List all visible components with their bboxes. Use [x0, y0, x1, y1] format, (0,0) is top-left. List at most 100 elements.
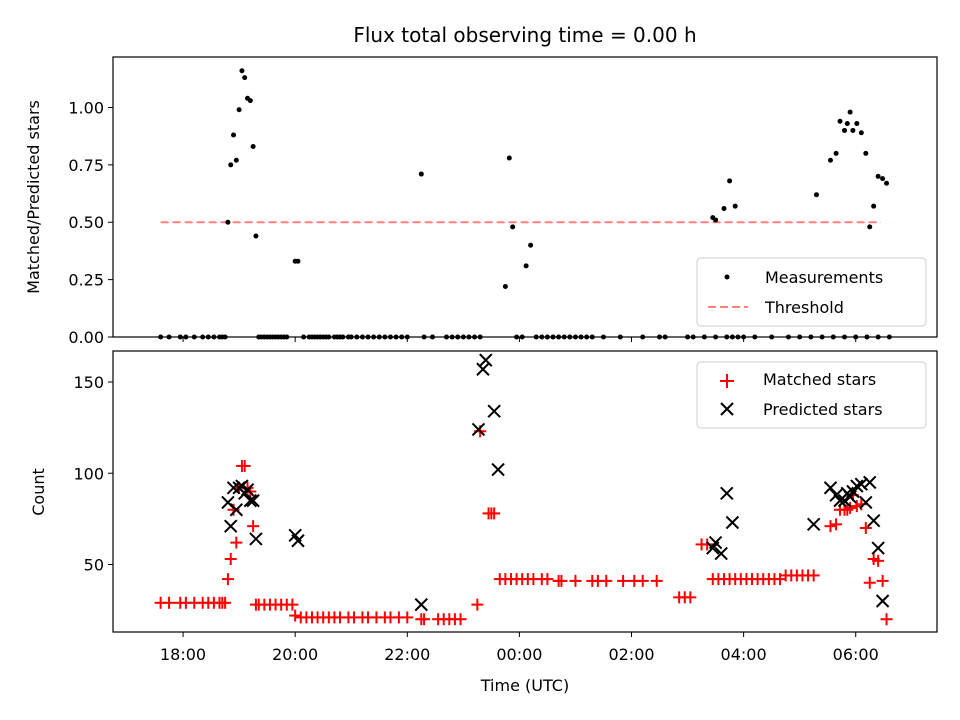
measurement-point [506, 155, 512, 161]
measurement-point [418, 171, 424, 177]
measurement-point [247, 98, 253, 104]
top-y-axis-label: Matched/Predicted stars [24, 100, 43, 294]
measurement-point [732, 203, 738, 209]
legend-measurements-marker [724, 274, 730, 280]
measurement-point [510, 224, 516, 230]
measurement-point [242, 75, 248, 81]
bottom-data-points [154, 353, 893, 626]
matched-star-point [859, 521, 872, 534]
top-y-tick-label: 0.75 [68, 156, 104, 175]
predicted-star-point [224, 519, 238, 533]
predicted-star-point [875, 594, 890, 608]
measurement-point [867, 224, 873, 230]
matched-star-point [824, 520, 837, 533]
top-y-tick-label: 0.50 [68, 213, 104, 232]
matched-star-point [454, 613, 467, 626]
matched-star-point [844, 501, 857, 514]
chart-title: Flux total observing time = 0.00 h [353, 23, 696, 47]
measurement-point [813, 192, 819, 198]
legend-threshold-label: Threshold [764, 298, 844, 317]
matched-star-point [471, 598, 484, 611]
measurement-point [231, 132, 237, 138]
measurement-point [880, 176, 886, 182]
measurement-point [233, 157, 239, 163]
matched-star-point [541, 573, 554, 586]
bottom-x-tick-label: 18:00 [160, 645, 206, 664]
top-y-axis: 0.00 0.25 0.50 0.75 1.00 [68, 98, 113, 347]
bottom-x-tick-label: 20:00 [272, 645, 318, 664]
predicted-star-point [243, 493, 258, 508]
matched-star-point [863, 576, 876, 589]
measurement-point [850, 127, 856, 133]
matched-star-point [701, 538, 714, 551]
matched-star-point [286, 598, 299, 611]
matched-star-point [555, 574, 568, 587]
measurement-point [854, 121, 860, 127]
measurement-point [721, 205, 727, 211]
matched-star-point [247, 520, 260, 533]
bottom-plot-panel: 50 100 150 18:00 20:00 22:00 00:00 02:00 04:00 0… [29, 350, 938, 695]
predicted-star-point [471, 422, 486, 437]
legend-predicted-label: Predicted stars [763, 400, 883, 419]
matched-star-point [830, 518, 843, 531]
bottom-y-axis-label: Count [29, 468, 48, 516]
matched-star-point [684, 591, 697, 604]
matched-star-point [807, 569, 820, 582]
matched-star-point [636, 574, 649, 587]
measurement-point [837, 118, 843, 124]
legend-measurements-label: Measurements [765, 268, 883, 287]
measurement-point [239, 68, 245, 74]
measurement-point [502, 284, 508, 290]
predicted-star-point [871, 541, 885, 555]
measurement-point [844, 121, 850, 127]
measurement-point [253, 233, 259, 239]
measurement-point [713, 217, 719, 223]
x-axis-label: Time (UTC) [480, 676, 569, 695]
matched-star-point [569, 574, 582, 587]
predicted-star-point [859, 495, 873, 510]
matched-star-point [876, 574, 889, 587]
bottom-legend: Matched stars Predicted stars [696, 361, 927, 429]
matched-star-point [230, 536, 243, 549]
matched-star-point [163, 596, 176, 609]
measurement-point [875, 173, 881, 179]
measurement-point [863, 150, 869, 156]
matched-star-point [219, 596, 232, 609]
bottom-y-tick-label: 50 [84, 555, 104, 574]
measurement-point [528, 242, 534, 248]
top-legend-box [696, 257, 927, 327]
measurement-point [847, 109, 853, 115]
predicted-star-point [291, 534, 305, 548]
measurement-point [727, 178, 733, 184]
predicted-star-point [854, 477, 869, 491]
bottom-x-tick-label: 06:00 [833, 645, 879, 664]
measurement-point [842, 127, 848, 133]
measurement-point [884, 180, 890, 186]
bottom-x-tick-label: 04:00 [721, 645, 767, 664]
predicted-star-point [806, 517, 821, 532]
top-plot-panel: 0.00 0.25 0.50 0.75 1.00 Matched/Predicted s… [24, 56, 938, 347]
predicted-star-point [823, 481, 838, 495]
top-plot-frame [112, 56, 938, 338]
measurement-point [236, 107, 242, 113]
measurement-point [858, 130, 864, 136]
bottom-y-axis: 50 100 150 [73, 373, 113, 574]
predicted-star-point [414, 597, 429, 612]
predicted-star-point [229, 503, 244, 517]
predicted-star-point [714, 546, 728, 561]
matched-star-point [224, 553, 237, 566]
predicted-star-point [850, 479, 864, 493]
matched-star-point [880, 613, 893, 626]
matched-star-point [238, 459, 251, 472]
matched-star-point [872, 554, 885, 567]
predicted-star-point [491, 462, 505, 477]
predicted-star-point [240, 482, 255, 497]
matched-star-point [617, 574, 630, 587]
measurement-point [250, 144, 256, 150]
predicted-star-point [226, 481, 241, 495]
predicted-star-point [476, 362, 490, 376]
top-legend: Measurements Threshold [696, 257, 927, 327]
measurement-point [827, 157, 833, 163]
matched-star-point [600, 574, 613, 587]
